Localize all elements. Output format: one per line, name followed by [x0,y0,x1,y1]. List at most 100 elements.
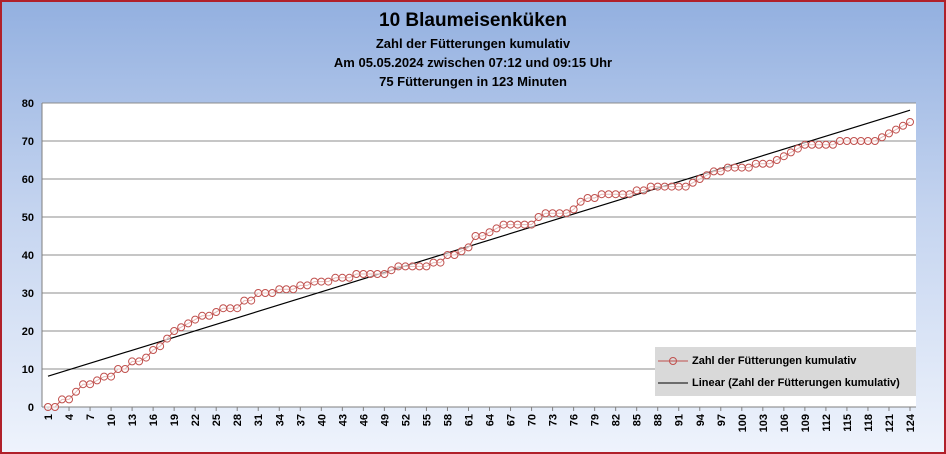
data-point [275,285,284,294]
legend-marker-circle-icon [658,357,688,365]
x-tick-label: 22 [190,414,202,426]
chart-subtitle-3: 75 Fütterungen in 123 Minuten [379,74,567,89]
data-point [268,289,277,297]
data-point [205,311,214,320]
data-point [331,273,340,282]
x-tick-label: 34 [274,413,286,426]
x-tick-label: 64 [485,413,497,426]
data-point [65,395,74,404]
data-point [345,273,354,282]
trendline [47,109,911,377]
x-tick-label: 19 [169,414,181,426]
x-tick-label: 13 [127,414,139,426]
data-point [198,311,207,320]
legend-label-series: Zahl der Fütterungen kumulativ [692,355,857,367]
data-point [765,159,774,168]
data-point [611,190,620,199]
data-point [891,125,900,134]
data-point [394,262,403,271]
data-point [324,277,333,286]
x-tick-label: 121 [884,414,896,432]
data-point [436,258,445,267]
data-point [492,224,501,233]
data-point [72,387,81,396]
data-point [758,159,767,168]
data-point [387,266,396,275]
axes [41,103,916,411]
data-point [877,133,886,142]
data-point [464,243,473,252]
data-point [681,182,690,191]
x-tick-label: 118 [863,414,875,432]
chart-subtitle-1: Zahl der Fütterungen kumulativ [375,36,571,51]
data-point [842,137,851,145]
data-point [58,395,67,404]
data-point [695,175,704,183]
data-point [282,285,291,294]
data-point [702,171,711,180]
data-point [135,357,144,366]
x-tick-label: 79 [590,414,602,426]
data-point [177,323,186,332]
data-point [835,137,844,145]
legend-item-series: Zahl der Fütterungen kumulativ [655,352,916,370]
data-point [261,289,270,297]
x-tick-label: 52 [400,414,412,426]
x-tick-label: 1 [43,414,55,420]
data-point [289,285,298,294]
data-point [408,262,417,271]
x-tick-label: 46 [358,414,370,426]
y-tick-label: 80 [22,98,34,110]
y-tick-label: 50 [22,212,34,224]
data-point [429,258,438,267]
data-point [590,194,599,202]
x-tick-label: 73 [548,414,560,426]
data-point [541,209,550,218]
data-point [906,118,914,126]
x-tick-label: 7 [85,414,97,420]
data-point [800,140,809,149]
data-point [632,186,641,195]
x-tick-label: 49 [379,414,391,426]
data-point [471,232,480,240]
y-tick-label: 30 [22,288,34,300]
data-point [310,277,319,286]
grid-lines [42,102,916,370]
x-tick-label: 100 [737,414,749,432]
data-point [653,182,662,191]
data-point [618,190,627,199]
data-point [170,327,179,335]
data-point [247,296,256,305]
x-tick-label: 43 [337,414,349,426]
data-point [163,334,172,343]
x-tick-label: 91 [674,414,686,426]
legend-line-icon [658,382,688,384]
data-point [660,182,669,191]
y-tick-label: 0 [28,402,34,414]
x-tick-label: 4 [64,413,76,420]
data-point [667,182,676,191]
data-point [793,144,802,153]
data-point [107,372,116,381]
data-point [534,213,543,221]
data-point [562,209,571,218]
data-point [863,137,872,145]
series-layer [44,109,914,411]
x-tick-label: 55 [421,414,433,426]
data-point [219,304,228,313]
data-point [898,121,907,130]
data-point [44,403,52,411]
data-point [142,353,151,362]
data-point [128,357,137,366]
data-point [744,163,753,172]
x-tick-label: 70 [527,414,539,426]
data-point [93,376,102,385]
x-tick-label: 25 [211,414,223,426]
data-point [709,167,718,176]
x-tick-label: 103 [758,414,770,432]
data-point [121,365,130,373]
data-point [352,270,361,278]
data-point [422,262,431,271]
data-point [884,129,893,138]
chart-title: 10 Blaumeisenküken [379,10,567,31]
